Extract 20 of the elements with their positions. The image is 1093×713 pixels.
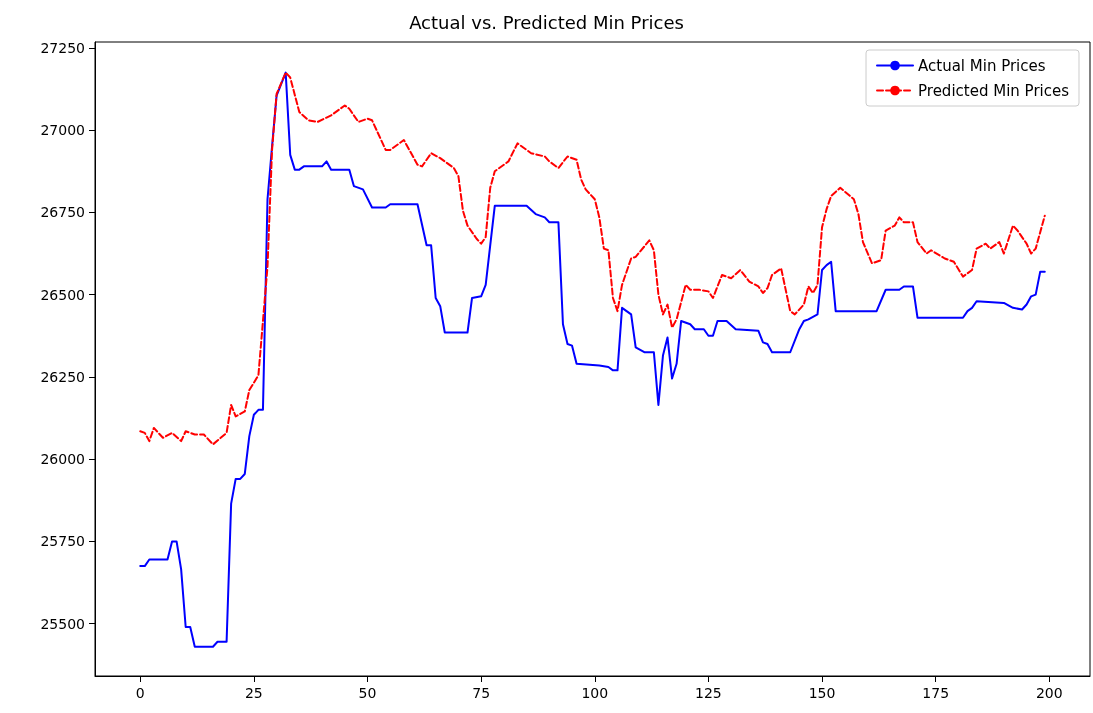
x-tick-label: 200	[1035, 685, 1063, 701]
y-tick-label: 25750	[40, 533, 85, 550]
x-tick-label: 175	[922, 685, 950, 701]
y-tick-label: 26250	[40, 368, 85, 385]
x-tick-label: 50	[358, 685, 377, 701]
y-tick-label: 26000	[40, 451, 85, 468]
y-tick-label: 27000	[40, 122, 85, 139]
y-tick-label: 26750	[40, 204, 85, 221]
legend-label: Predicted Min Prices	[918, 81, 1070, 100]
y-tick-label: 27250	[40, 39, 85, 56]
legend-label: Actual Min Prices	[918, 56, 1046, 75]
y-tick-label: 26500	[40, 286, 85, 303]
x-tick-label: 150	[808, 685, 836, 701]
y-tick-label: 25500	[40, 615, 85, 632]
chart-title: Actual vs. Predicted Min Prices	[409, 11, 684, 33]
x-tick-label: 0	[135, 685, 145, 701]
x-tick-label: 25	[244, 685, 263, 701]
x-tick-label: 75	[472, 685, 491, 701]
x-tick-label: 125	[695, 685, 722, 701]
x-tick-label: 100	[581, 685, 609, 701]
